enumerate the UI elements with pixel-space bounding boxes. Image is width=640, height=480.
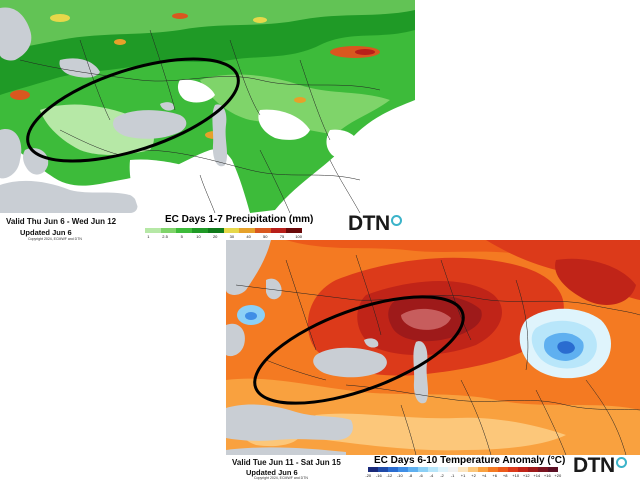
- legend-swatch: [478, 467, 488, 472]
- dtn-logo: DTN: [348, 212, 402, 236]
- legend-swatch: [508, 467, 518, 472]
- legend-tick-label: 1: [147, 234, 150, 239]
- legend-tick-label: -20: [365, 473, 372, 478]
- highlight-ellipse: [26, 57, 240, 163]
- dtn-logo: DTN: [573, 454, 627, 478]
- legend-tick-label: +16: [543, 473, 551, 478]
- legend-tick-label: 50: [263, 234, 268, 239]
- legend-swatch: [528, 467, 538, 472]
- legend-tick-label: +12: [522, 473, 530, 478]
- legend-swatch: [438, 467, 448, 472]
- legend-tick-label: +2: [471, 473, 476, 478]
- legend-tick-label: -12: [386, 473, 393, 478]
- map-title: EC Days 6-10 Temperature Anomaly (°C): [374, 455, 566, 466]
- legend-tick-label: +4: [481, 473, 487, 478]
- updated-label: Updated Jun 6: [246, 468, 298, 477]
- legend-swatch: [458, 467, 468, 472]
- legend-swatch: [254, 228, 271, 233]
- legend-swatch: [418, 467, 428, 472]
- legend-tick-label: 2.5: [162, 234, 168, 239]
- temperature-anomaly-map: [226, 240, 640, 455]
- legend-swatch: [160, 228, 177, 233]
- valid-date-label: Valid Thu Jun 6 - Wed Jun 12: [6, 217, 117, 226]
- legend-tick-label: -4: [429, 473, 434, 478]
- legend-tick-label: 30: [229, 234, 235, 239]
- legend-tick-label: 40: [246, 234, 251, 239]
- legend-swatch: [398, 467, 408, 472]
- valid-date-label: Valid Tue Jun 11 - Sat Jun 15: [232, 458, 341, 467]
- legend-swatch: [548, 467, 558, 472]
- legend-tick-label: +14: [533, 473, 541, 478]
- legend-swatch: [176, 228, 193, 233]
- legend-swatch: [286, 228, 303, 233]
- legend-tick-label: -16: [375, 473, 382, 478]
- legend-swatch: [428, 467, 438, 472]
- legend-swatch: [408, 467, 418, 472]
- legend-swatch: [270, 228, 287, 233]
- legend-tick-label: +20: [554, 473, 562, 478]
- legend-tick-label: 10: [196, 234, 201, 239]
- legend-swatch: [207, 228, 224, 233]
- legend-swatch: [498, 467, 508, 472]
- legend-ticks: 1 2.5 5 10 20 30 40 50 75 100: [140, 234, 307, 239]
- updated-label: Updated Jun 6: [20, 228, 72, 237]
- copyright-label: Copyright 2024, ECMWF and DTN: [28, 237, 82, 241]
- legend-tick-label: -1: [450, 473, 455, 478]
- legend-swatch: [468, 467, 478, 472]
- legend-tick-label: -10: [396, 473, 403, 478]
- legend-swatch: [518, 467, 528, 472]
- legend-swatch: [192, 228, 208, 233]
- legend-tick-label: -8: [408, 473, 413, 478]
- legend-tick-label: 100: [295, 234, 303, 239]
- legend-swatch: [488, 467, 498, 472]
- legend-swatch: [378, 467, 388, 472]
- color-legend: [145, 228, 303, 233]
- legend-tick-label: 5: [180, 234, 183, 239]
- map-title: EC Days 1-7 Precipitation (mm): [165, 214, 314, 225]
- legend-tick-label: +8: [502, 473, 508, 478]
- legend-ticks: -20 -16 -12 -10 -8 -6 -4 -2 -1 +1 +2 +4 +6 +8 +10 +12 +1…: [363, 473, 563, 478]
- legend-swatch: [388, 467, 398, 472]
- legend-swatch: [538, 467, 548, 472]
- highlight-ellipse: [253, 295, 465, 405]
- legend-tick-label: 20: [212, 234, 218, 239]
- legend-swatch: [223, 228, 240, 233]
- legend-tick-label: +6: [492, 473, 497, 478]
- precipitation-map: [0, 0, 415, 213]
- color-legend: [368, 467, 558, 472]
- legend-swatch: [448, 467, 458, 472]
- legend-tick-label: 75: [279, 234, 285, 239]
- legend-swatch: [239, 228, 255, 233]
- legend-swatch: [368, 467, 378, 472]
- legend-tick-label: -6: [419, 473, 423, 478]
- copyright-label: Copyright 2024, ECMWF and DTN: [254, 476, 308, 480]
- precipitation-map-panel: Valid Thu Jun 6 - Wed Jun 12 Updated Jun…: [0, 0, 415, 245]
- legend-tick-label: +1: [460, 473, 466, 478]
- temperature-map-panel: Valid Tue Jun 11 - Sat Jun 15 Updated Ju…: [226, 240, 640, 480]
- legend-swatch: [145, 228, 161, 233]
- legend-tick-label: +10: [512, 473, 520, 478]
- legend-tick-label: -2: [440, 473, 444, 478]
